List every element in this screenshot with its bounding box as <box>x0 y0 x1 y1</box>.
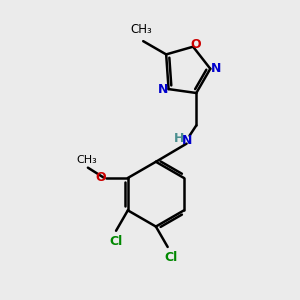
Text: O: O <box>95 172 106 184</box>
Text: O: O <box>190 38 201 51</box>
Text: CH₃: CH₃ <box>76 155 97 165</box>
Text: Cl: Cl <box>110 235 123 248</box>
Text: H: H <box>173 132 184 145</box>
Text: N: N <box>158 82 169 96</box>
Text: N: N <box>182 134 192 147</box>
Text: N: N <box>210 62 221 75</box>
Text: CH₃: CH₃ <box>131 23 153 36</box>
Text: Cl: Cl <box>164 251 177 264</box>
